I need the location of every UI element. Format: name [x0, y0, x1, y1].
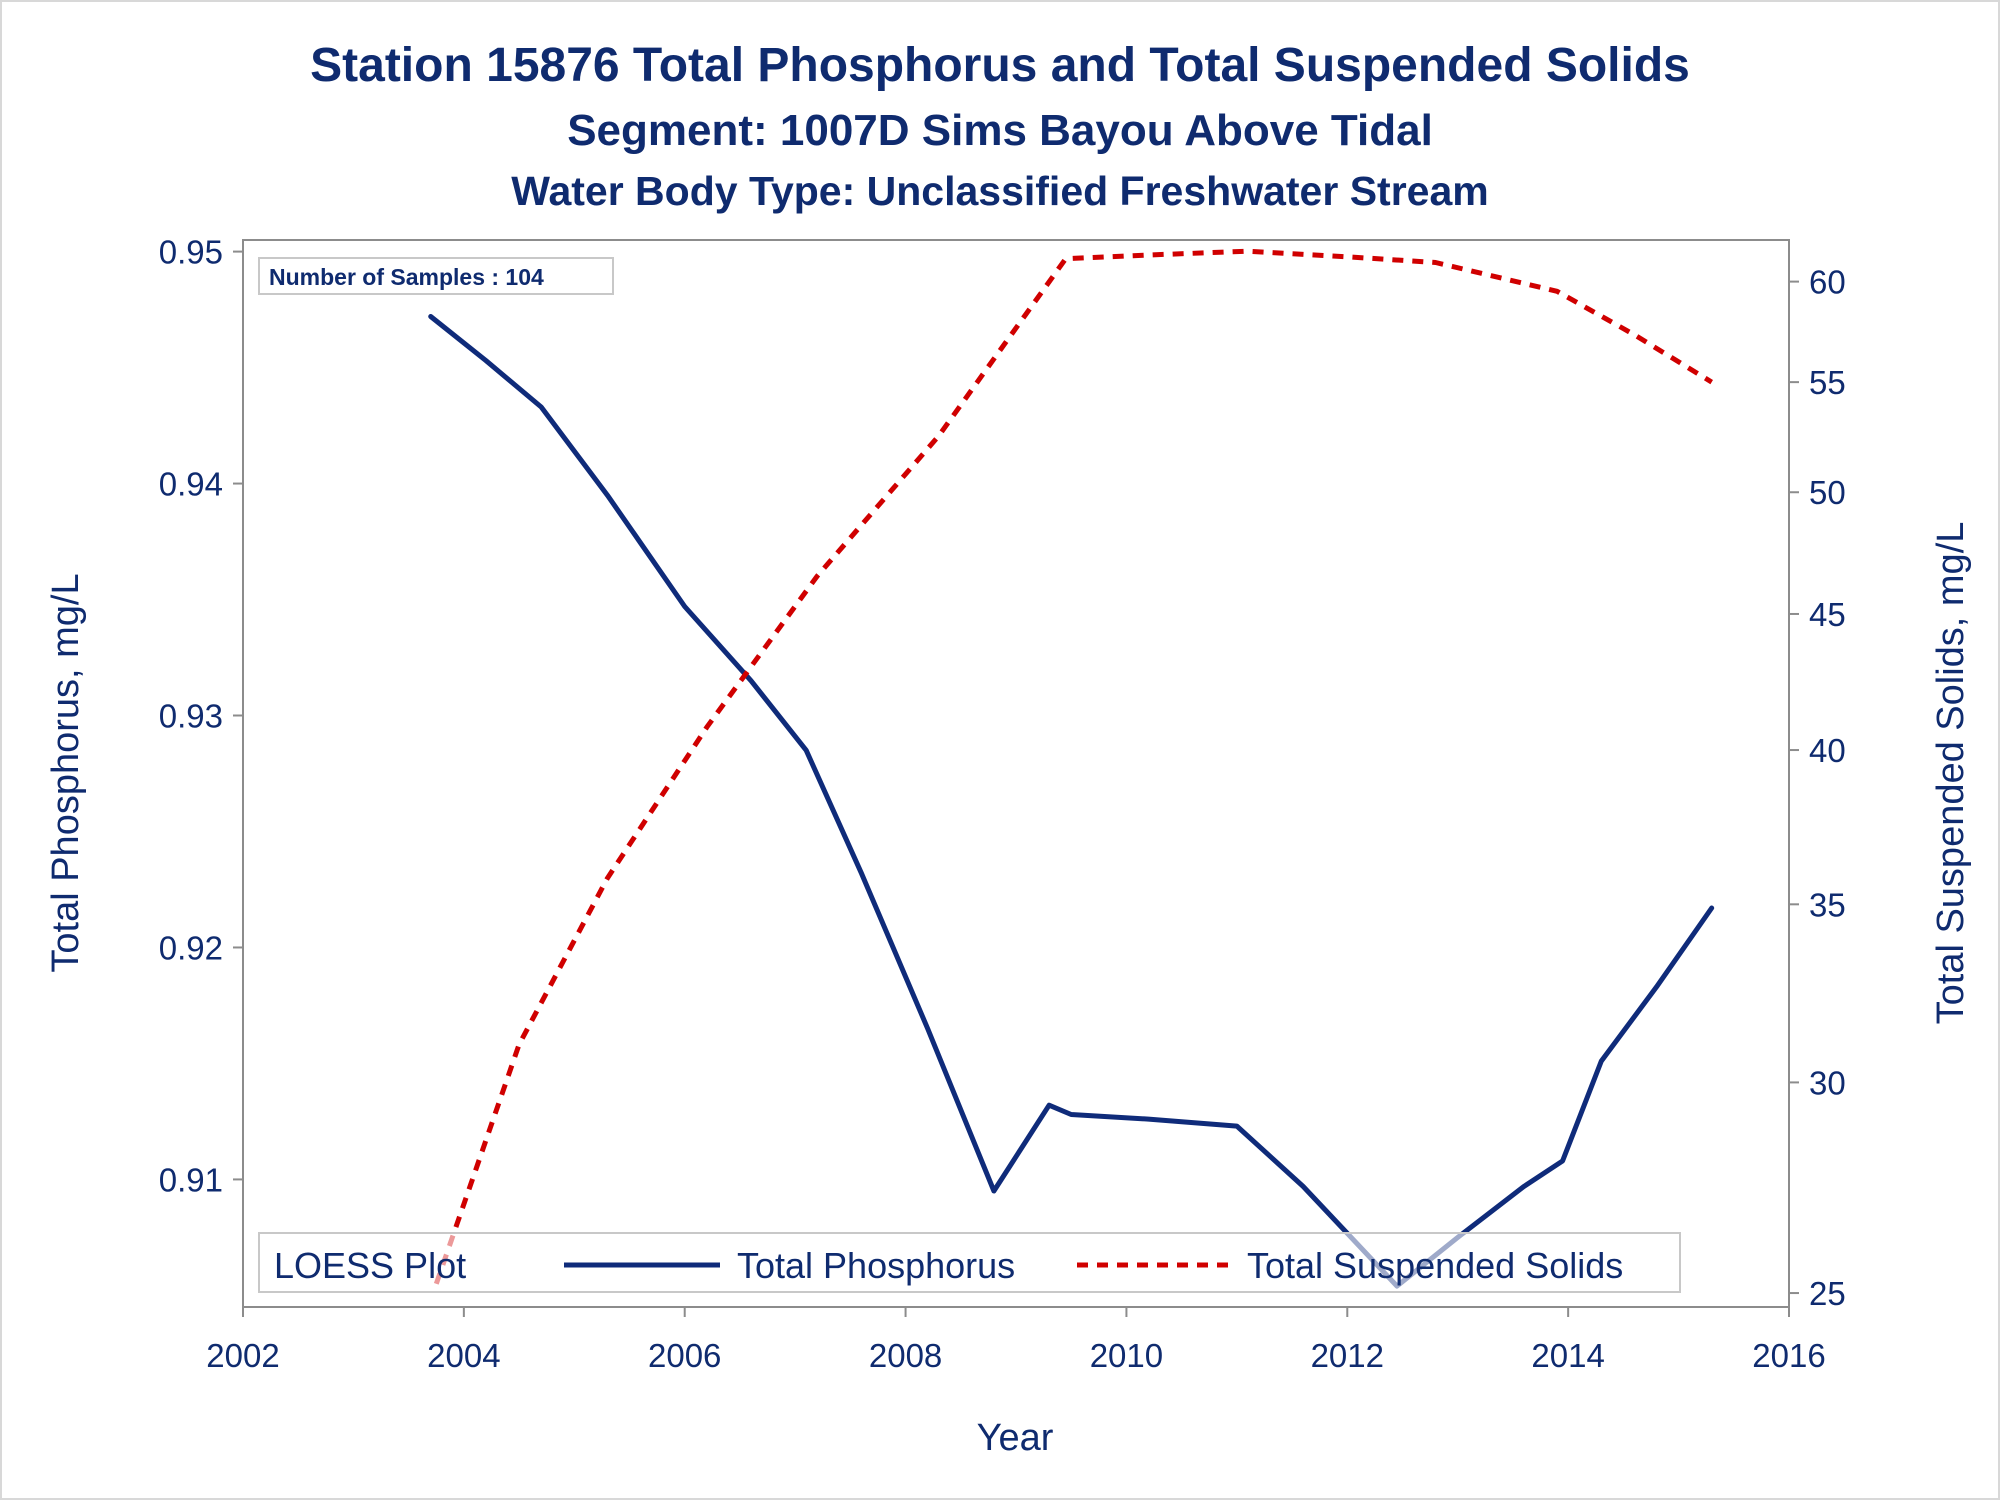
- sample-count-inset: Number of Samples : 104: [258, 257, 614, 295]
- x-tick-label: 2010: [1090, 1337, 1163, 1374]
- legend-label-total-phosphorus: Total Phosphorus: [737, 1245, 1015, 1286]
- series-layer: [428, 248, 1715, 1289]
- x-axis-label: Year: [977, 1417, 1054, 1459]
- left-tick-label: 0.93: [159, 698, 223, 735]
- x-tick-label: 2016: [1752, 1337, 1825, 1374]
- left-axis: 0.91 0.92 0.93 0.94 0.95: [159, 234, 243, 1198]
- legend-title: LOESS Plot: [274, 1245, 466, 1286]
- right-tick-label: 45: [1809, 596, 1846, 633]
- right-tick-label: 40: [1809, 732, 1846, 769]
- left-tick-label: 0.91: [159, 1161, 223, 1198]
- right-axis: 25 30 35 40 45 50 55 60: [1789, 264, 1846, 1312]
- x-tick-label: 2012: [1311, 1337, 1384, 1374]
- right-tick-label: 60: [1809, 264, 1846, 301]
- chart-title: Station 15876 Total Phosphorus and Total…: [310, 39, 1690, 92]
- legend-box: [258, 1232, 1681, 1293]
- legend-label-total-suspended-solids: Total Suspended Solids: [1247, 1245, 1623, 1286]
- series-line-total-phosphorus: [428, 314, 1715, 1289]
- x-tick-label: 2004: [427, 1337, 500, 1374]
- x-tick-label: 2008: [869, 1337, 942, 1374]
- sample-count-box: [258, 257, 614, 295]
- chart-subtitle-2: Water Body Type: Unclassified Freshwater…: [511, 168, 1489, 214]
- series-line-total-suspended-solids: [433, 248, 1714, 1285]
- left-tick-label: 0.95: [159, 234, 223, 271]
- right-tick-label: 30: [1809, 1064, 1846, 1101]
- right-tick-label: 55: [1809, 364, 1846, 401]
- x-axis: 2002 2004 2006 2008 2010 2012 2014 2016: [206, 1307, 1826, 1374]
- left-axis-label: Total Phosphorus, mg/L: [45, 573, 87, 972]
- left-tick-label: 0.92: [159, 929, 223, 966]
- right-axis-label: Total Suspended Solids, mg/L: [1930, 522, 1972, 1025]
- right-tick-label: 50: [1809, 474, 1846, 511]
- plot-area: [242, 239, 1790, 1308]
- left-tick-label: 0.94: [159, 466, 223, 503]
- x-tick-label: 2014: [1531, 1337, 1604, 1374]
- sample-count-label: Number of Samples : 104: [269, 264, 544, 290]
- right-tick-label: 35: [1809, 886, 1846, 923]
- legend: LOESS Plot Total Phosphorus Total Suspen…: [258, 1232, 1681, 1293]
- x-tick-label: 2002: [206, 1337, 279, 1374]
- chart-subtitle: Segment: 1007D Sims Bayou Above Tidal: [567, 106, 1433, 155]
- x-tick-label: 2006: [648, 1337, 721, 1374]
- right-tick-label: 25: [1809, 1275, 1846, 1312]
